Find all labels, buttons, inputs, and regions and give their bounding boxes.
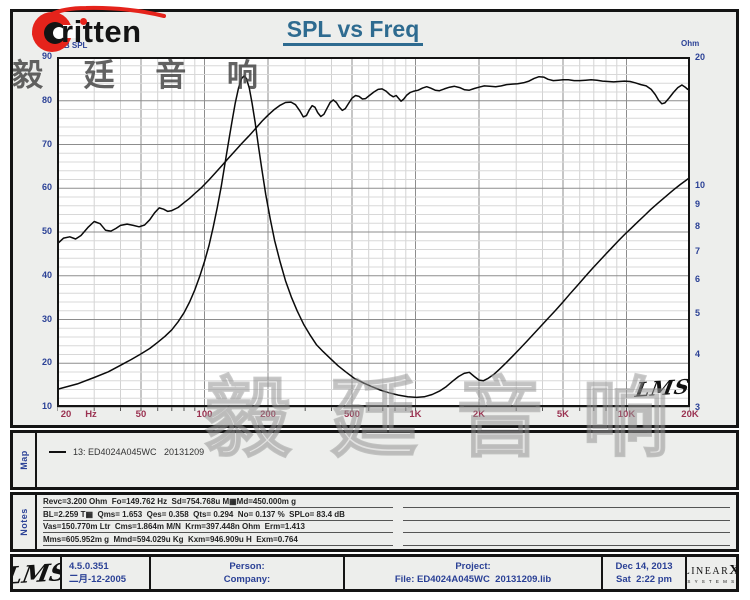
note-rule-line xyxy=(403,544,730,546)
note-line: BL=2.259 T▦ Qms= 1.653 Qes= 0.358 Qts= 0… xyxy=(43,509,730,521)
footer-project-cell: Project: File: ED4024A045WC 20131209.lib xyxy=(345,557,603,589)
date-label: Dec 14, 2013 xyxy=(615,561,673,572)
right-axis-tick-label: 7 xyxy=(695,245,701,256)
x-axis-tick-label: 200 xyxy=(260,409,276,420)
right-axis-unit-label: Ohm xyxy=(681,39,700,48)
linearx-systems: S Y S T E M S xyxy=(687,578,736,584)
footer-lms-logo-cell: LMS xyxy=(13,557,62,589)
footer-date-cell: Dec 14, 2013 Sat 2:22 pm xyxy=(603,557,687,589)
right-axis-tick-label: 5 xyxy=(695,307,701,318)
x-axis-tick-label: 100 xyxy=(196,409,213,420)
x-axis-tick-label: 1K xyxy=(409,409,422,420)
app-version: 4.5.0.351 xyxy=(69,561,109,572)
left-axis-tick-label: 20 xyxy=(41,357,52,368)
left-axis-tick-label: 10 xyxy=(41,401,52,411)
right-axis-tick-label: 10 xyxy=(695,179,706,190)
left-axis-tick-label: 30 xyxy=(41,313,52,324)
brand-logo: ritten xyxy=(14,4,264,54)
legend-text: 13: ED4024A045WC 20131209 xyxy=(73,447,205,457)
right-axis-tick-label: 3 xyxy=(695,402,701,412)
x-axis-tick-label: 50 xyxy=(135,409,147,420)
x-axis-unit-label: Hz xyxy=(85,409,97,420)
right-axis-tick-label: 6 xyxy=(695,274,701,285)
note-text: Revc=3.200 Ohm Fo=149.762 Hz Sd=754.768u… xyxy=(43,497,393,509)
project-label: Project: xyxy=(455,561,491,572)
left-axis-tick-label: 40 xyxy=(41,269,52,280)
map-section: Map 13: ED4024A045WC 20131209 xyxy=(10,430,739,490)
lms-plot-watermark: LMS xyxy=(633,374,693,402)
status-bar: LMS 4.5.0.351 二月-12-2005 Person: Company… xyxy=(10,554,739,592)
note-rule-line xyxy=(403,506,730,509)
x-axis-tick-label: 10K xyxy=(617,409,636,420)
logo-swoosh-icon xyxy=(32,5,166,52)
notes-section: Notes Revc=3.200 Ohm Fo=149.762 Hz Sd=75… xyxy=(10,492,739,552)
map-tab[interactable]: Map xyxy=(13,433,37,487)
linearx-logo: LINEAR X S Y S T E M S xyxy=(687,557,736,589)
note-rule-line xyxy=(403,519,730,521)
impedance-curve xyxy=(57,75,690,399)
right-axis-tick-label: 20 xyxy=(695,52,706,62)
note-text: BL=2.259 T▦ Qms= 1.653 Qes= 0.358 Qts= 0… xyxy=(43,510,393,521)
legend-line-sample-icon xyxy=(49,451,66,453)
left-axis-tick-label: 70 xyxy=(41,138,52,149)
left-axis-tick-label: 50 xyxy=(41,226,52,236)
linearx-name: LINEAR xyxy=(687,565,730,577)
legend-row: 13: ED4024A045WC 20131209 xyxy=(49,447,204,457)
right-axis-tick-label: 9 xyxy=(695,199,701,210)
left-axis-unit-label: dB SPL xyxy=(59,41,88,50)
person-label: Person: xyxy=(229,561,265,572)
time-label: Sat 2:22 pm xyxy=(616,574,672,585)
x-axis-tick-label: 500 xyxy=(344,409,360,420)
footer-person-cell: Person: Company: xyxy=(151,557,345,589)
app-version-date: 二月-12-2005 xyxy=(69,574,127,585)
right-axis-tick-label: 4 xyxy=(695,348,701,359)
right-axis-tick-label: 8 xyxy=(695,221,701,232)
spl-vs-freq-plot[interactable] xyxy=(57,57,690,413)
left-axis-tick-label: 60 xyxy=(41,182,52,193)
page-title: SPL vs Freq xyxy=(0,16,706,46)
notes-tab[interactable]: Notes xyxy=(13,495,37,549)
note-text: Mms=605.952m g Mmd=594.029u Kg Kxm=946.9… xyxy=(43,535,393,546)
left-axis-tick-label: 90 xyxy=(41,51,52,61)
note-rule-line xyxy=(403,531,730,534)
spl-curve xyxy=(57,75,690,245)
logo-text: ritten xyxy=(61,14,142,49)
x-axis-tick-label: 2K xyxy=(472,409,486,420)
note-text: Vas=150.770m Ltr Cms=1.864m M/N Krm=397.… xyxy=(43,522,393,534)
left-axis-tick-label: 80 xyxy=(41,94,52,105)
linearx-x: X xyxy=(729,562,736,578)
company-label: Company: xyxy=(223,574,271,585)
note-line: Mms=605.952m g Mmd=594.029u Kg Kxm=946.9… xyxy=(43,534,730,546)
lms-logo: LMS xyxy=(13,557,62,589)
x-axis-tick-label: 20 xyxy=(60,409,72,420)
file-label: File: ED4024A045WC 20131209.lib xyxy=(394,574,552,585)
note-line: Revc=3.200 Ohm Fo=149.762 Hz Sd=754.768u… xyxy=(43,496,730,509)
logo-i-dot-icon xyxy=(80,18,87,25)
x-axis-tick-label: 5K xyxy=(556,409,570,420)
footer-version-cell: 4.5.0.351 二月-12-2005 xyxy=(62,557,151,589)
note-line: Vas=150.770m Ltr Cms=1.864m M/N Krm=397.… xyxy=(43,521,730,534)
notes-lines: Revc=3.200 Ohm Fo=149.762 Hz Sd=754.768u… xyxy=(43,496,730,546)
x-axis-tick-label: 20K xyxy=(681,409,699,420)
